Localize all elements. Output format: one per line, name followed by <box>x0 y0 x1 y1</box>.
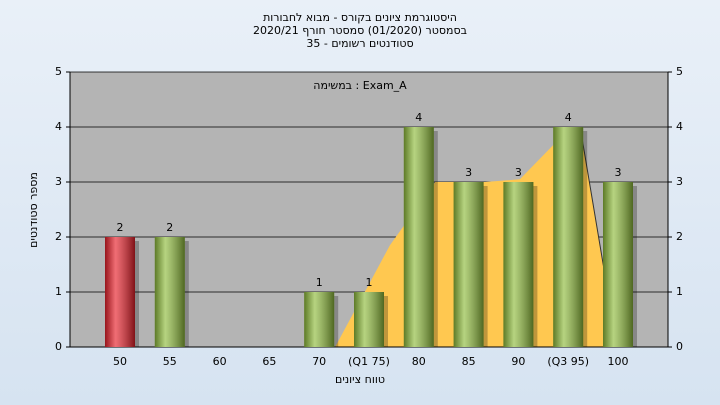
x-tick-label: 70 <box>312 355 326 368</box>
chart-subtitle: סטודנטים רשומים - 35 <box>306 37 413 50</box>
x-tick-label: 60 <box>213 355 227 368</box>
x-tick-label: (Q1 75) <box>348 355 390 368</box>
y-tick-label: 3 <box>55 175 62 188</box>
x-tick-label: 55 <box>163 355 177 368</box>
value-label: 2 <box>166 221 173 234</box>
x-tick-label: (Q3 95) <box>547 355 589 368</box>
y-tick-label: 1 <box>55 285 62 298</box>
bar-shade <box>154 237 185 347</box>
bar-shade <box>553 127 584 347</box>
bar-shade <box>354 292 384 347</box>
y2-tick-label: 4 <box>676 120 683 133</box>
value-label: 2 <box>117 221 124 234</box>
value-label: 1 <box>316 276 323 289</box>
x-tick-label: 90 <box>511 355 525 368</box>
y2-tick-label: 5 <box>676 65 683 78</box>
y-tick-label: 0 <box>55 340 62 353</box>
value-label: 3 <box>465 166 472 179</box>
chart-title: היסטוגרמת ציונים בקורס - מבוא לחבורות <box>263 11 457 24</box>
value-label: 4 <box>415 111 422 124</box>
y2-tick-label: 2 <box>676 230 683 243</box>
bar-shade <box>503 182 534 347</box>
x-tick-label: 80 <box>412 355 426 368</box>
bar-shade <box>105 237 135 347</box>
x-tick-label: 50 <box>113 355 127 368</box>
y2-tick-label: 3 <box>676 175 683 188</box>
annotation: במשימה : Exam_A <box>313 79 407 92</box>
bar-shade <box>304 292 335 347</box>
value-label: 3 <box>615 166 622 179</box>
value-label: 4 <box>565 111 572 124</box>
bar-shade <box>403 127 434 347</box>
x-tick-label: 65 <box>262 355 276 368</box>
value-label: 1 <box>366 276 373 289</box>
y-tick-label: 4 <box>55 120 62 133</box>
bar-shade <box>603 182 633 347</box>
distribution-line <box>579 126 606 276</box>
y-tick-label: 5 <box>55 65 62 78</box>
chart-subtitle: בסמסטר (01/2020) סמסטר חורף 2020/21 <box>253 24 467 37</box>
x-axis-label: טווח ציונים <box>335 373 385 386</box>
y-tick-label: 2 <box>55 230 62 243</box>
bar-shade <box>453 182 484 347</box>
y-axis-label: מספר סטודנטים <box>27 172 40 248</box>
y2-tick-label: 0 <box>676 340 683 353</box>
x-tick-label: 100 <box>608 355 629 368</box>
x-tick-label: 85 <box>462 355 476 368</box>
value-label: 3 <box>515 166 522 179</box>
y2-tick-label: 1 <box>676 285 683 298</box>
